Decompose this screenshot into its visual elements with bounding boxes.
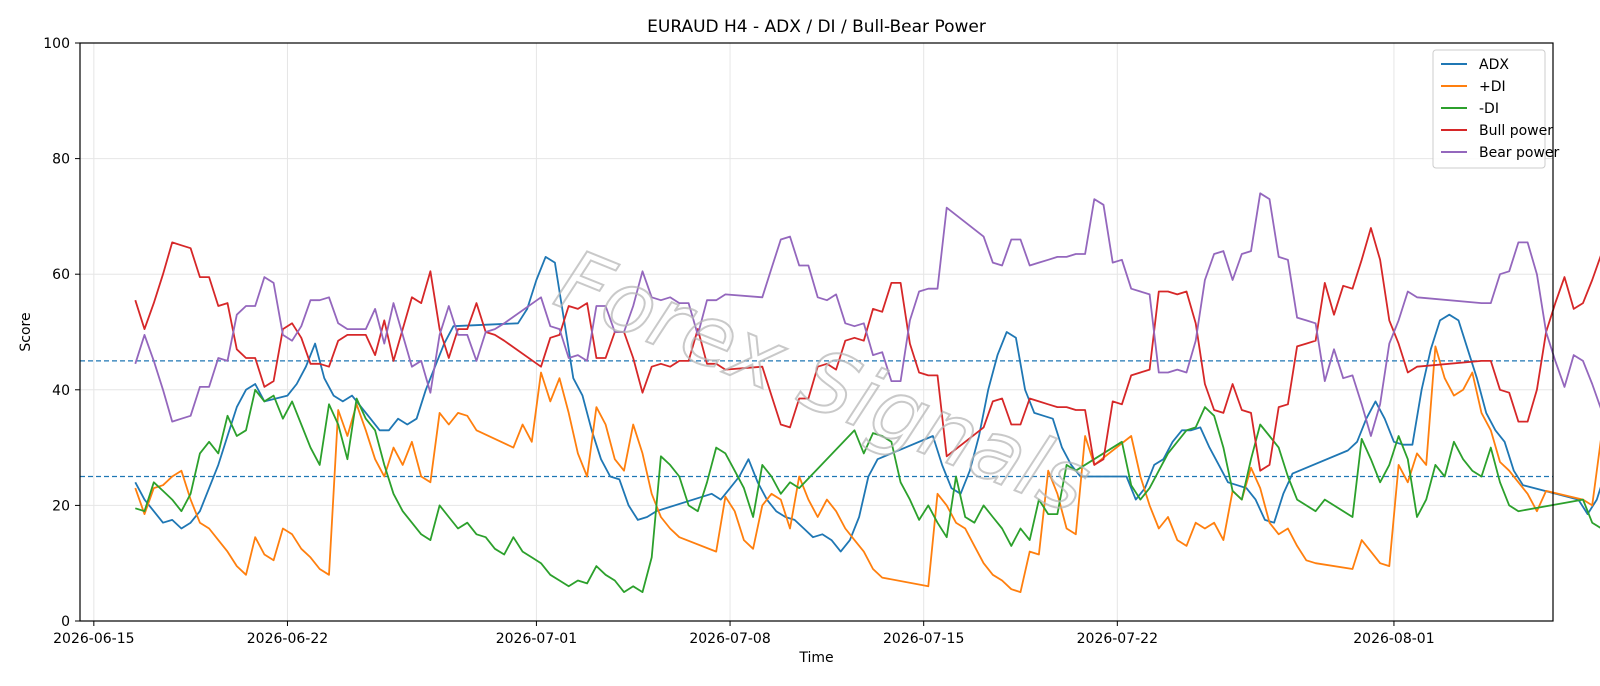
x-tick-label: 2026-07-08 xyxy=(689,631,770,647)
legend-label: -DI xyxy=(1479,101,1499,117)
legend-label: Bear power xyxy=(1479,145,1560,161)
x-tick-label: 2026-06-15 xyxy=(53,631,134,647)
x-tick-label: 2026-07-15 xyxy=(883,631,964,647)
x-axis-label: Time xyxy=(798,650,833,666)
series-line-bear-power xyxy=(134,192,1600,437)
legend-label: +DI xyxy=(1479,79,1506,95)
y-tick-label: 100 xyxy=(43,36,70,52)
legend: ADX +DI -DI Bull power Bear power xyxy=(1432,49,1560,169)
series-line-adx xyxy=(134,255,1600,553)
y-tick-label: 60 xyxy=(52,267,70,283)
reference-lines xyxy=(80,360,1553,478)
x-tick-label: 2026-06-22 xyxy=(247,631,328,647)
series-line--di xyxy=(134,345,1600,593)
series-lines xyxy=(134,192,1600,593)
x-tick-label: 2026-08-01 xyxy=(1353,631,1434,647)
x-tick-label: 2026-07-01 xyxy=(496,631,577,647)
y-axis-label: Score xyxy=(18,312,34,351)
y-axis-ticks: 0 20 40 60 80 100 xyxy=(43,36,80,630)
y-tick-label: 40 xyxy=(52,383,70,399)
x-axis-ticks: 2026-06-15 2026-06-22 2026-07-01 2026-07-08… xyxy=(53,621,1435,647)
y-tick-label: 20 xyxy=(52,498,70,514)
plot-frame xyxy=(79,42,1554,622)
y-tick-label: 0 xyxy=(61,614,70,630)
legend-box xyxy=(1432,49,1546,169)
series-line--di xyxy=(135,388,1600,593)
y-tick-label: 80 xyxy=(52,152,70,168)
legend-label: Bull power xyxy=(1479,123,1553,139)
x-tick-label: 2026-07-22 xyxy=(1077,631,1158,647)
chart-title: EURAUD H4 - ADX / DI / Bull-Bear Power xyxy=(647,17,986,37)
legend-label: ADX xyxy=(1479,57,1509,73)
